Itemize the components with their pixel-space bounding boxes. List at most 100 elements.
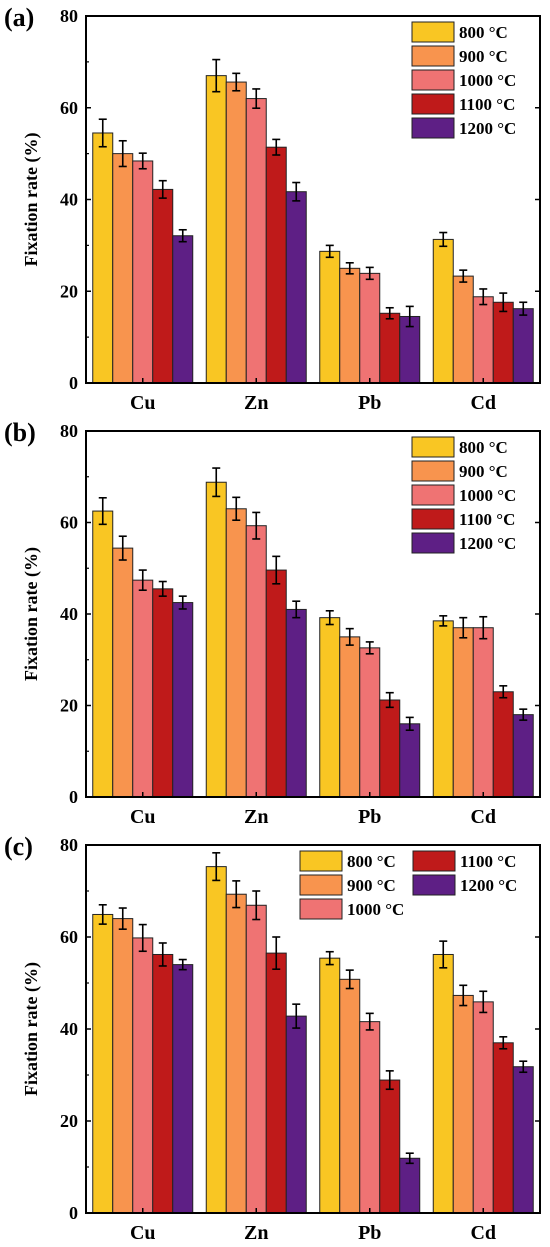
- bar-pb-4: [399, 1157, 421, 1214]
- y-tick-label: 20: [60, 696, 78, 716]
- bar-cu-1: [112, 547, 134, 798]
- bar-cd-1: [452, 994, 474, 1214]
- bar-pb-0: [319, 617, 341, 798]
- bar-pb-1: [339, 978, 361, 1214]
- legend: 800 °C 900 °C 1000 °C 1100 °C 1200 °C: [411, 21, 516, 139]
- bar-zn-0: [205, 866, 227, 1214]
- x-tick-label-cd: Cd: [470, 1222, 496, 1244]
- legend-swatch: [412, 850, 456, 872]
- bar-cu-0: [92, 510, 114, 798]
- bar-cu-1: [112, 153, 134, 384]
- panel-b: (b) Fixation rate (%) 0 20 40 60 80 Cu Zn Pb Cd 800…: [4, 418, 541, 828]
- legend-label: 1200 °C: [460, 876, 517, 895]
- bar-cd-4: [512, 308, 534, 384]
- panel-label: (a): [4, 3, 34, 32]
- bar-zn-4: [285, 1015, 307, 1214]
- x-tick-label-zn: Zn: [244, 806, 268, 828]
- legend-label: 800 °C: [459, 23, 508, 42]
- y-tick-label: 60: [60, 513, 78, 533]
- legend: 800 °C 900 °C 1000 °C 1100 °C 1200 °C: [411, 436, 516, 554]
- legend-swatch: [299, 898, 343, 920]
- bar-zn-4: [285, 608, 307, 798]
- legend-label: 900 °C: [459, 47, 508, 66]
- y-tick-label: 40: [60, 190, 78, 210]
- x-tick-label-cu: Cu: [130, 1222, 156, 1244]
- plot-frame: [85, 15, 541, 384]
- bar-pb-0: [319, 957, 341, 1214]
- bar-cu-4: [172, 235, 194, 384]
- bar-cu-2: [132, 937, 154, 1214]
- y-axis-title: Fixation rate (%): [21, 133, 42, 267]
- y-tick-label: 20: [60, 1111, 78, 1131]
- y-axis-title: Fixation rate (%): [21, 962, 42, 1096]
- bar-cd-3: [492, 1042, 514, 1214]
- y-tick-label: 60: [60, 98, 78, 118]
- legend-swatch: [411, 532, 455, 554]
- legend: 800 °C 900 °C 1000 °C 1100 °C 1200 °C: [299, 850, 517, 920]
- x-tick-label-zn: Zn: [244, 1222, 268, 1244]
- bar-cd-2: [472, 1001, 494, 1214]
- panel-a: (a) Fixation rate (%) 0 20 40 60 80 Cu Zn Pb Cd 800…: [4, 3, 541, 414]
- bar-zn-2: [245, 98, 267, 384]
- bar-zn-0: [205, 481, 227, 798]
- bar-pb-2: [359, 647, 381, 798]
- bar-zn-1: [225, 893, 247, 1214]
- bar-cu-2: [132, 579, 154, 798]
- bar-pb-3: [379, 1079, 401, 1214]
- bar-pb-3: [379, 699, 401, 798]
- bar-zn-0: [205, 75, 227, 384]
- bar-cu-0: [92, 913, 114, 1214]
- bar-pb-2: [359, 272, 381, 384]
- x-tick-label-pb: Pb: [358, 1222, 381, 1244]
- bar-zn-3: [265, 952, 287, 1214]
- bar-cu-1: [112, 918, 134, 1214]
- legend-label: 1000 °C: [459, 71, 516, 90]
- legend-label: 900 °C: [459, 462, 508, 481]
- x-tick-label-cd: Cd: [470, 392, 496, 414]
- legend-label: 1100 °C: [459, 510, 515, 529]
- legend-swatch: [411, 93, 455, 115]
- legend-swatch: [411, 460, 455, 482]
- plot-frame: [85, 430, 541, 798]
- legend-label: 1200 °C: [459, 534, 516, 553]
- panel-label: (c): [4, 832, 33, 861]
- legend-label: 800 °C: [459, 438, 508, 457]
- y-tick-label: 0: [69, 1203, 78, 1223]
- bar-cu-4: [172, 602, 194, 798]
- plot-frame: [85, 844, 541, 1214]
- x-tick-label-zn: Zn: [244, 392, 268, 414]
- bar-cu-0: [92, 132, 114, 384]
- bar-cu-2: [132, 160, 154, 384]
- bar-cu-3: [152, 188, 174, 384]
- bar-zn-3: [265, 146, 287, 384]
- y-tick-label: 40: [60, 604, 78, 624]
- legend-label: 1200 °C: [459, 119, 516, 138]
- bar-zn-4: [285, 191, 307, 384]
- legend-label: 1000 °C: [459, 486, 516, 505]
- x-tick-label-cu: Cu: [130, 806, 156, 828]
- bar-cd-3: [492, 691, 514, 798]
- y-tick-label: 20: [60, 281, 78, 301]
- panel-c: (c) Fixation rate (%) 0 20 40 60 80 Cu Zn Pb Cd 800…: [4, 832, 541, 1244]
- bar-zn-3: [265, 569, 287, 798]
- bar-zn-2: [245, 525, 267, 798]
- legend-swatch: [411, 484, 455, 506]
- bar-pb-2: [359, 1021, 381, 1214]
- legend-label: 1100 °C: [460, 852, 516, 871]
- bar-pb-4: [399, 723, 421, 798]
- y-tick-label: 40: [60, 1019, 78, 1039]
- bar-cu-4: [172, 964, 194, 1214]
- bar-cd-4: [512, 714, 534, 798]
- x-tick-label-pb: Pb: [358, 806, 381, 828]
- bar-cd-4: [512, 1066, 534, 1214]
- y-tick-label: 80: [60, 835, 78, 855]
- bar-zn-1: [225, 81, 247, 384]
- legend-swatch: [411, 45, 455, 67]
- x-tick-label-cd: Cd: [470, 806, 496, 828]
- legend-label: 1000 °C: [347, 900, 404, 919]
- bar-cd-1: [452, 275, 474, 384]
- legend-swatch: [412, 874, 456, 896]
- bar-pb-0: [319, 250, 341, 384]
- bar-pb-3: [379, 312, 401, 384]
